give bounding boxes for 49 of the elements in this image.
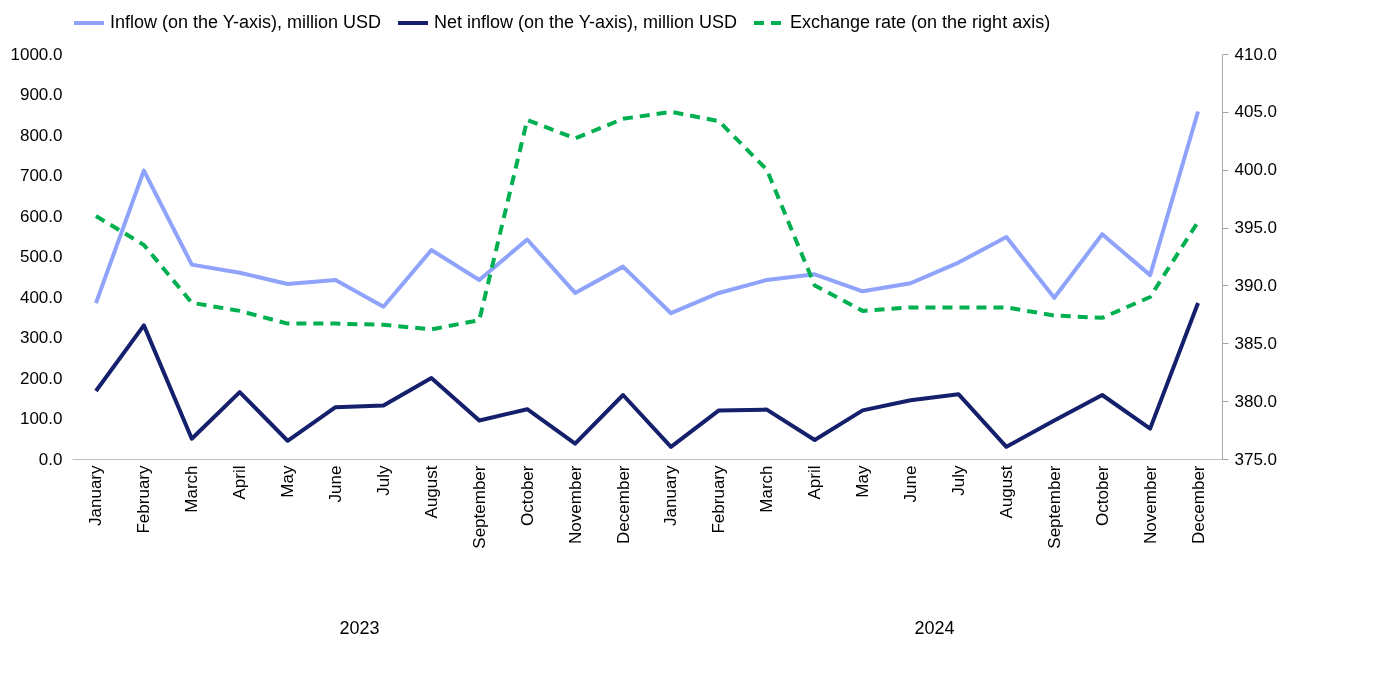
legend-label: Exchange rate (on the right axis) <box>790 12 1051 32</box>
y-tick-label: 600.0 <box>19 206 63 226</box>
x-tick-label: November <box>565 465 585 544</box>
y2-tick-label: 410.0 <box>1234 44 1278 64</box>
x-tick-label: April <box>230 465 250 500</box>
x-tick-label: May <box>278 465 298 498</box>
x-tick-label: October <box>1092 465 1112 526</box>
x-tick-label: September <box>1044 465 1064 549</box>
x-tick-label: December <box>613 465 633 544</box>
x-tick-label: December <box>1188 465 1208 544</box>
y-tick-label: 800.0 <box>19 125 63 145</box>
x-tick-label: January <box>661 465 681 526</box>
y2-tick-label: 395.0 <box>1234 218 1278 238</box>
y-tick-label: 500.0 <box>19 247 63 266</box>
text: 2024 <box>914 618 955 638</box>
legend-label: Net inflow (on the Y-axis), million USD <box>434 12 738 32</box>
x-tick-label: August <box>421 465 441 519</box>
y-tick-label: 900.0 <box>19 85 63 104</box>
y-tick-label: 300.0 <box>19 328 63 347</box>
y2-tick-label: 385.0 <box>1234 333 1278 353</box>
x-tick-label: June <box>901 465 921 503</box>
x-tick-label: June <box>326 465 346 503</box>
x-tick-label: February <box>134 465 154 534</box>
y2-tick-label: 400.0 <box>1234 160 1278 180</box>
x-tick-label: August <box>996 465 1016 519</box>
x-tick-label: September <box>469 465 489 549</box>
x-tick-label: February <box>709 465 729 534</box>
x-tick-label: May <box>853 465 873 498</box>
y-tick-label: 1000.0 <box>10 44 63 64</box>
x-tick-label: October <box>517 465 537 526</box>
y2-tick-label: 380.0 <box>1234 391 1278 411</box>
x-tick-label: January <box>86 465 106 526</box>
x-tick-label: November <box>1140 465 1160 544</box>
y2-tick-label: 375.0 <box>1234 449 1278 469</box>
text: 2023 <box>339 618 380 638</box>
legend-label: Inflow (on the Y-axis), million USD <box>110 12 382 32</box>
y2-tick-label: 390.0 <box>1234 275 1278 295</box>
y-tick-label: 200.0 <box>19 368 63 388</box>
y-tick-label: 700.0 <box>19 166 63 185</box>
x-tick-label: July <box>948 465 968 496</box>
y-tick-label: 0.0 <box>38 449 63 469</box>
x-tick-label: April <box>805 465 825 500</box>
y-tick-label: 400.0 <box>19 287 63 307</box>
y2-tick-label: 405.0 <box>1234 102 1278 122</box>
y-tick-label: 100.0 <box>19 409 63 428</box>
line-series <box>93 301 1201 449</box>
x-tick-label: March <box>757 465 777 513</box>
x-tick-label: March <box>182 465 202 513</box>
x-tick-label: July <box>373 465 393 496</box>
